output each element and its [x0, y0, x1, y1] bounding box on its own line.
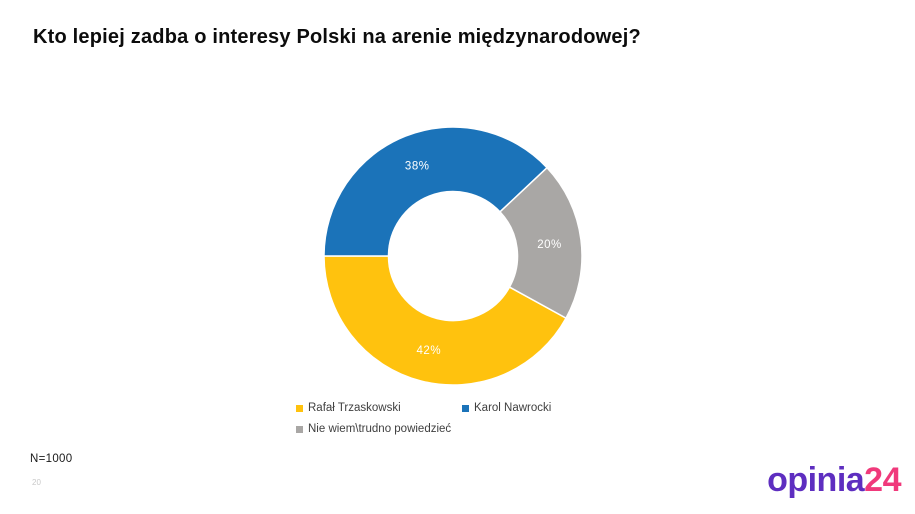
chart-legend: Rafał Trzaskowski Karol Nawrocki Nie wie… — [296, 402, 551, 435]
legend-label: Karol Nawrocki — [474, 402, 552, 414]
legend-item-trzaskowski: Rafał Trzaskowski — [296, 402, 462, 414]
sample-size-label: N=1000 — [30, 453, 73, 465]
logo-text-primary: opinia — [767, 461, 865, 499]
logo-text-secondary: 24 — [864, 461, 901, 499]
donut-segment-2 — [498, 166, 583, 320]
legend-label: Rafał Trzaskowski — [308, 402, 401, 414]
legend-item-nie-wiem: Nie wiem\trudno powiedzieć — [296, 423, 462, 435]
legend-item-nawrocki: Karol Nawrocki — [462, 402, 551, 414]
data-label-2: 20% — [537, 239, 562, 251]
page-number: 20 — [32, 478, 41, 487]
donut-chart: 42% 38% 20% — [323, 126, 583, 386]
legend-label: Nie wiem\trudno powiedzieć — [308, 423, 452, 435]
legend-marker-icon — [462, 404, 469, 412]
data-label-1: 38% — [405, 161, 430, 173]
legend-marker-icon — [296, 425, 303, 433]
donut-chart-area: 42% 38% 20% — [318, 121, 588, 391]
donut-segment-1 — [323, 126, 549, 257]
page-title: Kto lepiej zadba o interesy Polski na ar… — [33, 26, 641, 48]
opinia24-logo: opinia24 — [767, 463, 901, 497]
legend-marker-icon — [296, 404, 303, 412]
donut-segment-0 — [323, 255, 568, 386]
data-label-0: 42% — [417, 345, 442, 357]
